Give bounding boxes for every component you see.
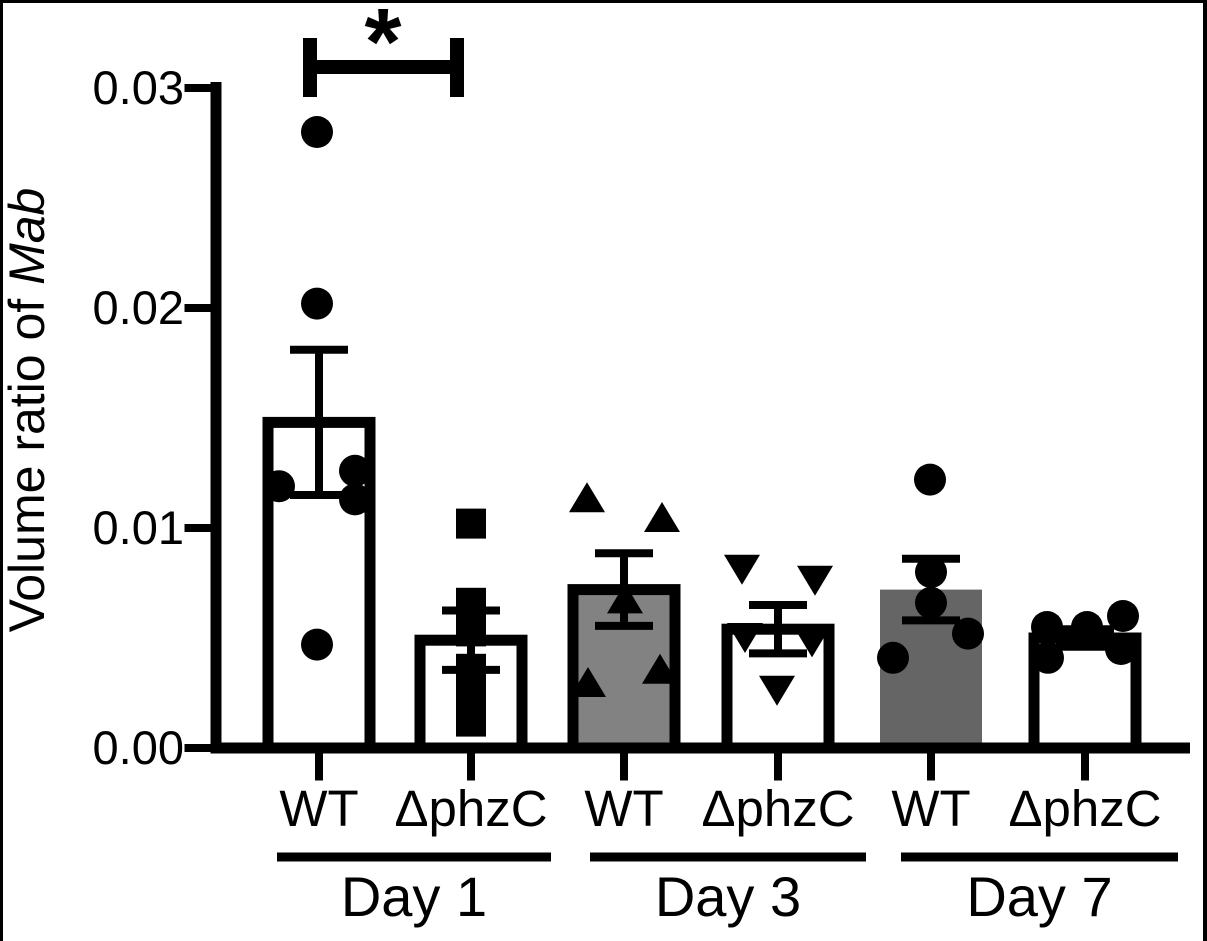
data-point-circle-icon: [301, 116, 333, 148]
frame-left-edge: [0, 0, 3, 941]
data-point-circle-icon: [877, 641, 909, 674]
y-tick-label: 0.02: [93, 281, 184, 334]
x-group-label-wt: WT: [891, 780, 970, 837]
x-group-label-phzc: ΔphzC: [1008, 780, 1161, 837]
y-axis-title: Volume ratio of Mab: [0, 188, 55, 633]
data-point-circle-icon: [914, 463, 946, 496]
data-point-triangle-up-icon: [570, 667, 606, 697]
data-point-triangle-down-icon: [724, 554, 760, 585]
day-group-label: Day 3: [655, 865, 801, 928]
data-point-square-icon: [456, 587, 486, 618]
data-point-square-icon: [456, 616, 486, 647]
data-point-circle-icon: [1107, 600, 1139, 632]
y-axis-title-italic: Mab: [0, 188, 55, 285]
data-point-circle-icon: [263, 470, 295, 503]
data-point-square-icon: [456, 678, 486, 708]
significance-asterisk: *: [365, 0, 402, 95]
data-point-triangle-down-icon: [727, 623, 763, 653]
data-point-triangle-up-icon: [569, 482, 605, 513]
data-point-circle-icon: [915, 586, 947, 619]
data-point-triangle-down-icon: [759, 675, 795, 706]
data-point-circle-icon: [301, 287, 333, 320]
y-tick-label: 0.03: [93, 61, 184, 114]
data-point-triangle-up-icon: [607, 583, 643, 614]
data-point-circle-icon: [1031, 611, 1063, 643]
data-point-circle-icon: [301, 628, 333, 661]
data-point-triangle-up-icon: [644, 502, 680, 532]
x-group-label-phzc: ΔphzC: [394, 780, 547, 837]
day-group-label: Day 1: [341, 865, 487, 928]
data-point-circle-icon: [339, 454, 371, 487]
y-tick-label: 0.01: [93, 501, 184, 554]
x-group-label-phzc: ΔphzC: [701, 780, 854, 837]
data-point-circle-icon: [915, 556, 947, 588]
day-group-label: Day 7: [966, 865, 1112, 928]
data-point-triangle-down-icon: [797, 565, 833, 596]
data-point-circle-icon: [1105, 633, 1137, 665]
y-axis-title-plain: Volume ratio of: [0, 285, 55, 632]
data-point-triangle-up-icon: [642, 653, 678, 684]
data-point-triangle-down-icon: [794, 627, 830, 658]
x-group-label-wt: WT: [584, 780, 663, 837]
data-point-circle-icon: [1032, 641, 1064, 674]
data-point-square-icon: [456, 508, 486, 539]
frame-right-edge: [1203, 0, 1207, 941]
data-point-circle-icon: [1071, 611, 1103, 643]
data-point-circle-icon: [952, 617, 984, 650]
y-tick-label: 0.00: [93, 721, 184, 774]
data-point-square-icon: [456, 706, 486, 737]
x-group-label-wt: WT: [279, 780, 358, 837]
frame-top-edge: [0, 0, 1207, 3]
data-point-circle-icon: [339, 483, 371, 516]
